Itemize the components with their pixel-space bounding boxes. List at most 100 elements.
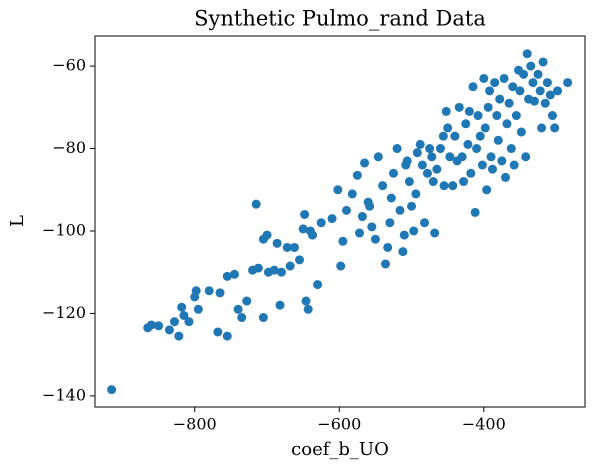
- point: [174, 331, 184, 341]
- point: [428, 177, 438, 187]
- point: [463, 139, 473, 149]
- point: [445, 152, 455, 162]
- point: [313, 280, 323, 290]
- point: [169, 317, 179, 327]
- point: [470, 207, 480, 217]
- x-axis-label: coef_b_UO: [291, 439, 389, 460]
- point: [385, 218, 395, 228]
- point: [483, 102, 493, 112]
- point: [269, 265, 279, 275]
- point: [493, 135, 503, 145]
- point: [301, 296, 311, 306]
- point: [538, 57, 548, 67]
- point: [468, 82, 478, 92]
- point: [550, 123, 560, 133]
- point: [450, 131, 460, 141]
- point: [222, 331, 232, 341]
- point: [355, 228, 365, 238]
- point: [352, 170, 362, 180]
- point: [412, 148, 422, 158]
- point: [519, 69, 529, 79]
- point: [373, 152, 383, 162]
- point: [427, 152, 437, 162]
- y-tick-label: −120: [42, 303, 86, 322]
- point: [515, 86, 525, 96]
- point: [504, 98, 514, 108]
- point: [448, 181, 458, 191]
- point: [242, 296, 252, 306]
- point: [388, 168, 398, 178]
- point: [475, 131, 485, 141]
- point: [411, 189, 421, 199]
- point: [333, 185, 343, 195]
- point: [146, 320, 156, 330]
- point: [461, 119, 471, 129]
- point: [479, 73, 489, 83]
- point: [425, 144, 435, 154]
- point: [222, 271, 232, 281]
- point: [511, 111, 521, 121]
- point: [502, 119, 512, 129]
- point: [276, 267, 286, 277]
- point: [528, 78, 538, 88]
- point: [342, 205, 352, 215]
- chart-title: Synthetic Pulmo_rand Data: [194, 7, 486, 31]
- point: [229, 269, 239, 279]
- point: [482, 185, 492, 195]
- point: [417, 160, 427, 170]
- point: [289, 242, 299, 252]
- point: [495, 94, 505, 104]
- point: [316, 218, 326, 228]
- point: [370, 234, 380, 244]
- point: [492, 111, 502, 121]
- point: [357, 212, 367, 222]
- point: [545, 90, 555, 100]
- point: [487, 164, 497, 174]
- point: [258, 313, 268, 323]
- point: [360, 158, 370, 168]
- point: [501, 172, 511, 182]
- point: [233, 304, 243, 314]
- point: [490, 78, 500, 88]
- point: [472, 144, 482, 154]
- point: [215, 288, 225, 298]
- point: [378, 181, 388, 191]
- point: [439, 181, 449, 191]
- point: [395, 205, 405, 215]
- point: [398, 247, 408, 257]
- point: [526, 61, 536, 71]
- x-tick-label: −400: [462, 415, 506, 434]
- point: [432, 164, 442, 174]
- x-tick-label: −600: [317, 415, 361, 434]
- point: [430, 228, 440, 238]
- point: [184, 317, 194, 327]
- point: [477, 160, 487, 170]
- point: [415, 139, 425, 149]
- point: [537, 123, 547, 133]
- point: [540, 98, 550, 108]
- y-tick-label: −60: [52, 56, 86, 75]
- y-axis-label: L: [7, 215, 28, 227]
- point: [443, 123, 453, 133]
- point: [392, 144, 402, 154]
- point: [499, 73, 509, 83]
- point: [327, 214, 337, 224]
- point: [107, 385, 117, 395]
- point: [485, 86, 495, 96]
- point: [298, 224, 308, 234]
- point: [464, 106, 474, 116]
- point: [193, 304, 203, 314]
- point: [347, 189, 357, 199]
- point: [533, 69, 543, 79]
- point: [285, 261, 295, 271]
- point: [399, 230, 409, 240]
- point: [553, 86, 563, 96]
- point: [386, 193, 396, 203]
- point: [521, 152, 531, 162]
- point: [295, 255, 305, 265]
- point: [563, 78, 573, 88]
- point: [336, 261, 346, 271]
- point: [422, 168, 432, 178]
- point: [466, 168, 476, 178]
- point: [441, 106, 451, 116]
